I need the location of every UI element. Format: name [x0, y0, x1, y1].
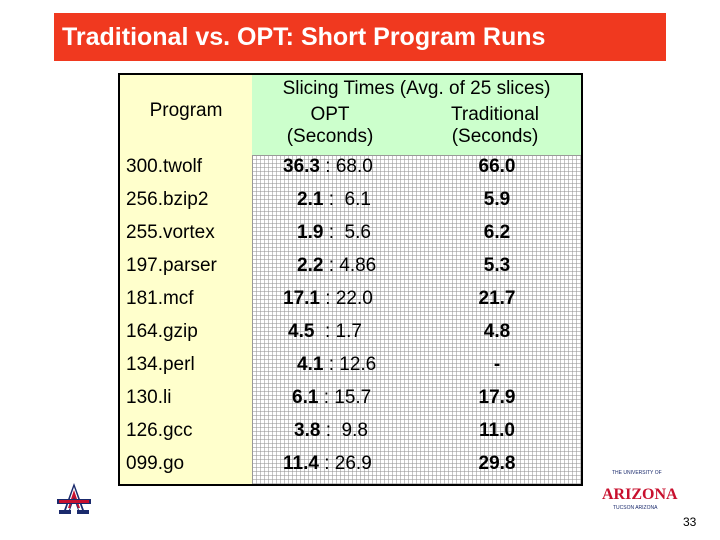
- program-name: 126.gcc: [126, 420, 193, 441]
- traditional-time: 21.7: [478, 288, 516, 309]
- opt-time: 17.1 : 22.0: [283, 288, 373, 309]
- table-row: 197.parser 2.2 : 4.86 5.3: [120, 251, 581, 284]
- traditional-time: 5.3: [483, 255, 511, 276]
- traditional-time: 17.9: [478, 387, 516, 408]
- table-row: 164.gzip 4.5 : 1.7 4.8: [120, 317, 581, 350]
- table-row: 181.mcf 17.1 : 22.0 21.7: [120, 284, 581, 317]
- program-name: 256.bzip2: [126, 189, 209, 210]
- slide-title: Traditional vs. OPT: Short Program Runs: [54, 13, 666, 61]
- ua-logo-name: ARIZONA: [602, 486, 678, 503]
- table-row: 255.vortex 1.9 : 5.6 6.2: [120, 218, 581, 251]
- header-trad-line2: (Seconds): [451, 126, 539, 147]
- header-opt-line1: OPT: [310, 104, 350, 125]
- traditional-time: 6.2: [483, 222, 511, 243]
- results-table: Program Slicing Times (Avg. of 25 slices…: [118, 73, 583, 486]
- program-name: 197.parser: [126, 255, 217, 276]
- table-row: 256.bzip2 2.1 : 6.1 5.9: [120, 185, 581, 218]
- opt-time: 4.5 : 1.7: [288, 321, 362, 342]
- table-row: 126.gcc 3.8 : 9.8 11.0: [120, 416, 581, 449]
- opt-time: 4.1 : 12.6: [297, 354, 377, 375]
- traditional-time: 29.8: [478, 453, 516, 474]
- opt-time: 2.1 : 6.1: [297, 189, 371, 210]
- header-opt-line2: (Seconds): [286, 126, 374, 147]
- traditional-time: 4.8: [483, 321, 511, 342]
- opt-time: 6.1 : 15.7: [292, 387, 372, 408]
- traditional-time: 5.9: [483, 189, 511, 210]
- page-number: 33: [683, 515, 697, 529]
- traditional-time: 11.0: [479, 420, 515, 441]
- traditional-time: 66.0: [478, 156, 516, 177]
- table-row: 300.twolf 36.3 : 68.0 66.0: [120, 152, 581, 185]
- opt-time: 36.3 : 68.0: [283, 156, 373, 177]
- header-traditional: Traditional (Seconds): [425, 104, 565, 148]
- header-program: Program: [149, 100, 223, 121]
- header-slicing-times: Slicing Times (Avg. of 25 slices): [282, 78, 551, 99]
- arizona-a-logo-icon: [57, 483, 91, 514]
- program-name: 099.go: [126, 453, 185, 474]
- header-opt: OPT (Seconds): [270, 104, 390, 148]
- opt-time: 11.4 : 26.9: [283, 453, 372, 474]
- table-row: 130.li 6.1 : 15.7 17.9: [120, 383, 581, 416]
- program-name: 164.gzip: [126, 321, 198, 342]
- table-row: 134.perl 4.1 : 12.6 -: [120, 350, 581, 383]
- ua-logo-top-text: THE UNIVERSITY OF: [612, 470, 662, 476]
- table-row: 099.go 11.4 : 26.9 29.8: [120, 449, 581, 482]
- opt-time: 3.8 : 9.8: [294, 420, 368, 441]
- traditional-time: -: [493, 354, 501, 375]
- program-column-bg: [120, 75, 253, 484]
- header-band: [252, 75, 581, 156]
- program-name: 181.mcf: [126, 288, 194, 309]
- program-name: 130.li: [126, 387, 172, 408]
- opt-time: 1.9 : 5.6: [297, 222, 371, 243]
- program-name: 134.perl: [126, 354, 195, 375]
- opt-time: 2.2 : 4.86: [297, 255, 377, 276]
- header-trad-line1: Traditional: [450, 104, 539, 125]
- program-name: 255.vortex: [126, 222, 215, 243]
- ua-logo-bottom-text: TUCSON ARIZONA: [613, 505, 658, 511]
- program-name: 300.twolf: [126, 156, 203, 177]
